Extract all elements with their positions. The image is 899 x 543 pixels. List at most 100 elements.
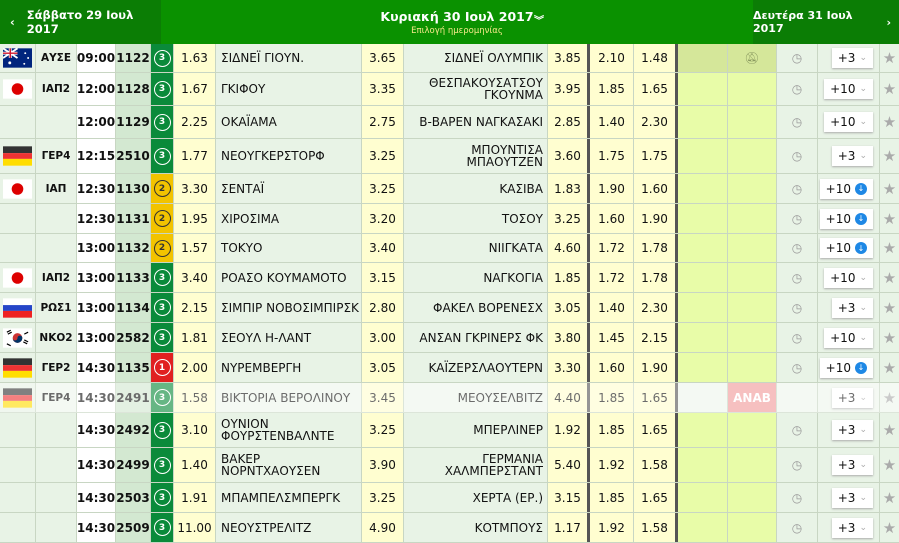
odd-2[interactable]: 1.83	[548, 174, 590, 203]
odd-under[interactable]: 1.40	[590, 106, 634, 138]
clock-icon[interactable]: ◷	[777, 106, 818, 138]
clock-icon[interactable]: ◷	[777, 174, 818, 203]
odd-over[interactable]: 2.30	[634, 293, 678, 322]
odd-1[interactable]: 3.10	[174, 413, 216, 447]
clock-icon[interactable]: ◷	[777, 204, 818, 233]
odd-1[interactable]: 1.63	[174, 44, 216, 72]
odd-2[interactable]: 3.95	[548, 73, 590, 105]
notification-cell[interactable]	[728, 353, 777, 382]
odd-under[interactable]: 1.72	[590, 263, 634, 292]
favorite-star-icon[interactable]: ★	[882, 147, 897, 165]
more-bets-button[interactable]: +10 ↓	[819, 178, 873, 199]
notification-cell[interactable]	[728, 323, 777, 352]
more-bets-button[interactable]: +3 ⌄	[831, 48, 873, 68]
odd-2[interactable]: 1.85	[548, 263, 590, 292]
match-row[interactable]: 14:30 2499 3 1.40 ΒΑΚΕΡ ΝΟΡΝΤΧΑΟΥΣΕΝ 3.9…	[0, 448, 899, 483]
clock-icon[interactable]: ◷	[777, 44, 818, 72]
more-bets-button[interactable]: +3 ⌄	[831, 517, 873, 538]
favorite-star-icon[interactable]: ★	[882, 388, 897, 407]
favorite-star-icon[interactable]: ★	[882, 358, 897, 377]
odd-over[interactable]: 1.48	[634, 44, 678, 72]
more-bets-button[interactable]: +10 ↓	[819, 238, 873, 258]
odd-over[interactable]: 1.65	[634, 383, 678, 412]
odd-2[interactable]: 3.80	[548, 323, 590, 352]
more-bets-button[interactable]: +10 ⌄	[824, 327, 873, 348]
notification-cell[interactable]: 🔕︎	[728, 44, 777, 72]
odd-under[interactable]: 1.60	[590, 353, 634, 382]
notification-cell[interactable]	[728, 448, 777, 482]
favorite-star-icon[interactable]: ★	[882, 268, 897, 287]
odd-x[interactable]: 3.25	[362, 413, 404, 447]
match-row[interactable]: ΙΑΠ2 13:00 1133 3 3.40 ΡΟΑΣΟ ΚΟΥΜΑΜΟΤΟ 3…	[0, 263, 899, 293]
favorite-star-icon[interactable]: ★	[882, 456, 897, 474]
date-select-link[interactable]: Επιλογή ημερομηνίας	[411, 26, 503, 36]
odd-x[interactable]: 3.90	[362, 448, 404, 482]
clock-icon[interactable]: ◷	[777, 448, 818, 482]
match-row[interactable]: 14:30 2503 3 1.91 ΜΠΑΜΠΕΛΣΜΠΕΡΓΚ 3.25 ΧΕ…	[0, 483, 899, 513]
more-bets-button[interactable]: +3 ⌄	[831, 487, 873, 508]
odd-under[interactable]: 2.10	[590, 44, 634, 72]
odd-2[interactable]: 1.92	[548, 413, 590, 447]
odd-1[interactable]: 1.58	[174, 383, 216, 412]
odd-1[interactable]: 1.81	[174, 323, 216, 352]
favorite-star-icon[interactable]: ★	[882, 488, 897, 507]
odd-1[interactable]: 1.40	[174, 448, 216, 482]
favorite-star-icon[interactable]: ★	[882, 80, 897, 98]
more-bets-button[interactable]: +3 ⌄	[831, 297, 873, 318]
match-row[interactable]: 13:00 1132 2 1.57 ΤΟΚΥΟ 3.40 ΝΙΙΓΚΑΤΑ 4.…	[0, 234, 899, 263]
muted-bell-icon[interactable]: 🔕︎	[744, 51, 760, 65]
odd-over[interactable]: 2.15	[634, 323, 678, 352]
odd-2[interactable]: 3.05	[548, 293, 590, 322]
odd-under[interactable]: 1.92	[590, 448, 634, 482]
favorite-star-icon[interactable]: ★	[882, 328, 897, 347]
odd-2[interactable]: 3.60	[548, 139, 590, 173]
odd-over[interactable]: 1.78	[634, 234, 678, 262]
odd-1[interactable]: 2.25	[174, 106, 216, 138]
odd-over[interactable]: 1.65	[634, 413, 678, 447]
odd-1[interactable]: 1.77	[174, 139, 216, 173]
favorite-star-icon[interactable]: ★	[882, 49, 897, 67]
match-row[interactable]: 14:30 2492 3 3.10 ΟΥΝΙΟΝ ΦΟΥΡΣΤΕΝΒΑΛΝΤΕ …	[0, 413, 899, 448]
next-day-button[interactable]: Δευτέρα 31 Ιουλ 2017 ›	[753, 0, 899, 44]
odd-2[interactable]: 4.60	[548, 234, 590, 262]
match-row[interactable]: ΙΑΠ 12:30 1130 2 3.30 ΣΕΝΤΑΪ 3.25 ΚΑΣΙΒΑ…	[0, 174, 899, 204]
odd-over[interactable]: 1.75	[634, 139, 678, 173]
odd-x[interactable]: 2.80	[362, 293, 404, 322]
notification-cell[interactable]	[728, 106, 777, 138]
odd-x[interactable]: 3.05	[362, 353, 404, 382]
clock-icon[interactable]: ◷	[777, 323, 818, 352]
favorite-star-icon[interactable]: ★	[882, 518, 897, 537]
odd-under[interactable]: 1.85	[590, 483, 634, 512]
clock-icon[interactable]: ◷	[777, 263, 818, 292]
odd-x[interactable]: 3.20	[362, 204, 404, 233]
odd-under[interactable]: 1.60	[590, 204, 634, 233]
match-row[interactable]: 12:30 1131 2 1.95 ΧΙΡΟΣΙΜΑ 3.20 ΤΟΣΟΥ 3.…	[0, 204, 899, 234]
more-bets-button[interactable]: +10 ⌄	[824, 79, 873, 99]
match-row[interactable]: ΓΕΡ4 14:30 2491 3 1.58 ΒΙΚΤΟΡΙΑ ΒΕΡΟΛΙΝΟ…	[0, 383, 899, 413]
match-row[interactable]: ΙΑΠ2 12:00 1128 3 1.67 ΓΚΙΦΟΥ 3.35 ΘΕΣΠΑ…	[0, 73, 899, 106]
match-row[interactable]: ΓΕΡ2 14:30 1135 1 2.00 ΝΥΡΕΜΒΕΡΓΗ 3.05 Κ…	[0, 353, 899, 383]
odd-x[interactable]: 3.35	[362, 73, 404, 105]
odd-2[interactable]: 3.85	[548, 44, 590, 72]
clock-icon[interactable]: ◷	[777, 513, 818, 542]
notification-cell[interactable]	[728, 293, 777, 322]
more-bets-button[interactable]: +3 ⌄	[831, 420, 873, 440]
odd-2[interactable]: 3.30	[548, 353, 590, 382]
notification-cell[interactable]	[728, 413, 777, 447]
clock-icon[interactable]: ◷	[777, 483, 818, 512]
clock-icon[interactable]: ◷	[777, 73, 818, 105]
odd-under[interactable]: 1.92	[590, 513, 634, 542]
odd-under[interactable]: 1.40	[590, 293, 634, 322]
odd-x[interactable]: 3.25	[362, 139, 404, 173]
more-bets-button[interactable]: +10 ↓	[819, 357, 873, 378]
odd-2[interactable]: 3.15	[548, 483, 590, 512]
odd-x[interactable]: 3.45	[362, 383, 404, 412]
odd-1[interactable]: 1.57	[174, 234, 216, 262]
notification-cell[interactable]	[728, 263, 777, 292]
more-bets-button[interactable]: +10 ⌄	[824, 267, 873, 288]
odd-over[interactable]: 1.65	[634, 483, 678, 512]
notification-cell[interactable]	[728, 513, 777, 542]
favorite-star-icon[interactable]: ★	[882, 209, 897, 228]
clock-icon[interactable]: ◷	[777, 139, 818, 173]
match-row[interactable]: ΡΩΣ1 13:00 1134 3 2.15 ΣΙΜΠΙΡ ΝΟΒΟΣΙΜΠΙΡ…	[0, 293, 899, 323]
